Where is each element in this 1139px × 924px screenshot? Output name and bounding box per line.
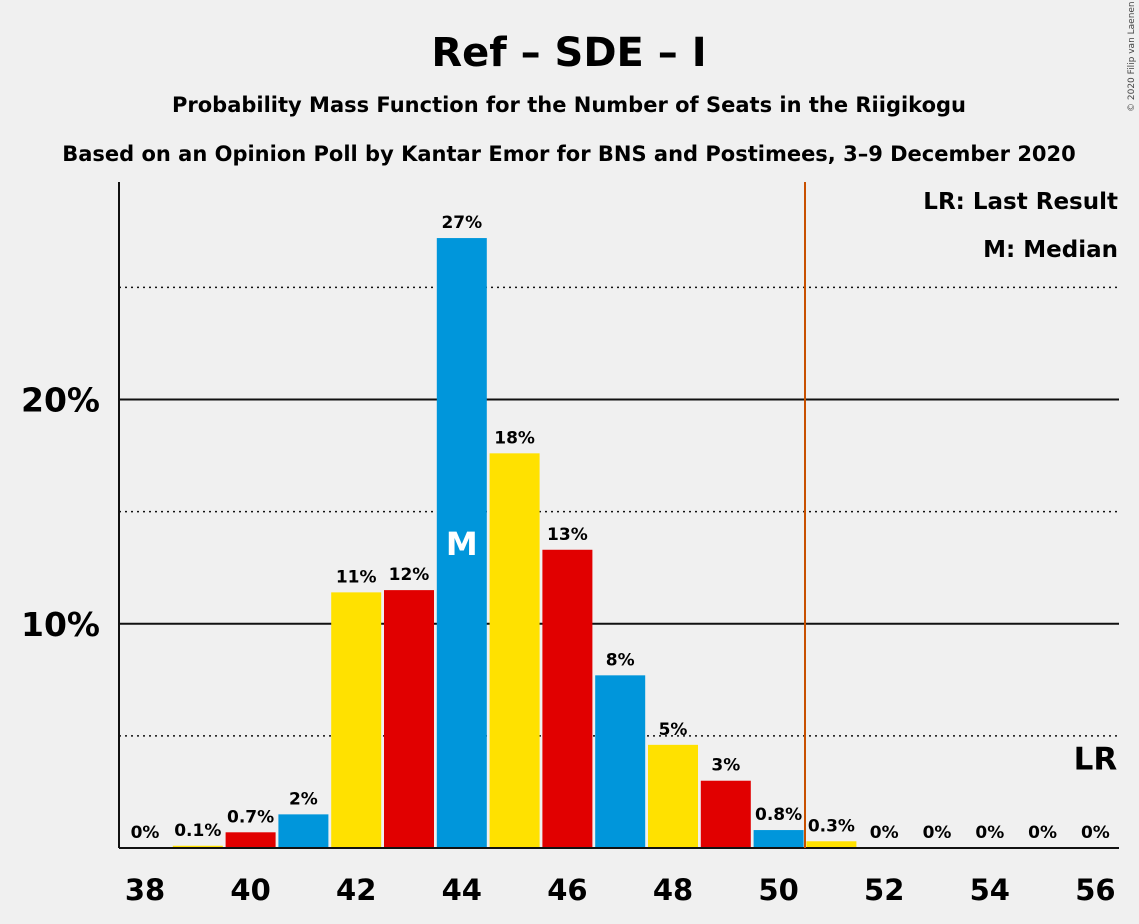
y-tick-label: 20% (21, 381, 100, 420)
x-tick-label: 50 (758, 873, 798, 907)
x-ticks: 38 40 42 44 46 48 50 52 54 56 (125, 873, 1116, 907)
y-tick-label: 10% (21, 605, 100, 644)
x-tick-label: 38 (125, 873, 165, 907)
bar-seat-50 (753, 830, 804, 848)
bar-label-seat-52: 0% (870, 823, 899, 843)
data-labels: 0% 0.1% 0.7% 2% 11% 12% 27% M 18% 13% 8% 5% 3% 0.8% 0.… (131, 213, 1118, 843)
bar-seat-44 (436, 238, 487, 848)
bar-seat-40 (225, 832, 276, 848)
bar-seat-41 (278, 814, 329, 848)
bar-seat-42 (331, 592, 382, 848)
bar-seat-49 (700, 780, 751, 848)
x-tick-label: 54 (970, 873, 1010, 907)
bar-label-seat-47: 8% (606, 650, 635, 670)
x-tick-label: 46 (547, 873, 587, 907)
bar-label-seat-45: 18% (494, 428, 535, 448)
bar-label-seat-49: 3% (711, 756, 740, 776)
bar-label-seat-43: 12% (389, 565, 430, 585)
bar-label-seat-50: 0.8% (755, 805, 802, 825)
bar-label-seat-51: 0.3% (808, 816, 855, 836)
bar-label-seat-39: 0.1% (174, 821, 221, 841)
bar-label-seat-42: 11% (336, 567, 377, 587)
chart-source: Based on an Opinion Poll by Kantar Emor … (62, 142, 1076, 166)
bar-seat-43 (384, 590, 434, 848)
y-ticks: 10% 20% (21, 381, 100, 644)
bar-seat-51 (806, 841, 857, 848)
x-tick-label: 56 (1075, 873, 1115, 907)
x-tick-label: 42 (336, 873, 376, 907)
bar-seat-39 (172, 845, 223, 848)
bar-label-seat-56: 0% (1081, 823, 1110, 843)
bar-label-seat-38: 0% (131, 823, 160, 843)
bar-label-seat-44: 27% (441, 213, 482, 233)
x-tick-label: 40 (230, 873, 270, 907)
bar-seat-47 (595, 675, 646, 848)
bar-seat-48 (648, 744, 698, 848)
last-result-marker: LR (1074, 742, 1118, 778)
median-marker: M (446, 525, 478, 563)
legend-median: M: Median (983, 237, 1118, 263)
bars (172, 238, 857, 848)
bar-seat-46 (542, 549, 593, 848)
bar-seat-45 (489, 453, 540, 848)
bar-label-seat-48: 5% (659, 720, 688, 740)
copyright-notice: © 2020 Filip van Laenen (1127, 1, 1137, 112)
chart-subtitle: Probability Mass Function for the Number… (172, 93, 966, 117)
x-tick-label: 44 (442, 873, 482, 907)
x-tick-label: 48 (653, 873, 693, 907)
bar-label-seat-54: 0% (975, 823, 1004, 843)
bar-label-seat-40: 0.7% (227, 807, 274, 827)
chart-title: Ref – SDE – I (431, 30, 706, 76)
x-tick-label: 52 (864, 873, 904, 907)
bar-label-seat-55: 0% (1028, 823, 1057, 843)
bar-label-seat-41: 2% (289, 789, 318, 809)
bar-label-seat-53: 0% (923, 823, 952, 843)
legend-last-result: LR: Last Result (923, 189, 1118, 215)
bar-label-seat-46: 13% (547, 525, 588, 545)
